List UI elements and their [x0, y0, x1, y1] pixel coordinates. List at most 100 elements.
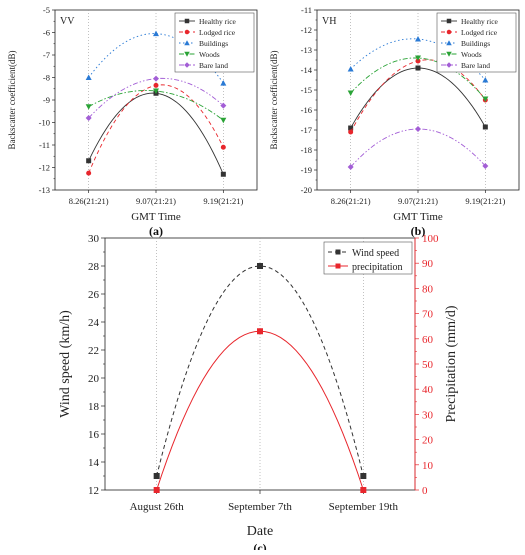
data-point	[347, 90, 354, 96]
data-point	[347, 164, 354, 170]
legend-label: Bare land	[461, 61, 490, 70]
data-point	[153, 82, 159, 88]
x-tick-label: 8.26(21:21)	[331, 196, 371, 206]
x-axis-label: Date	[247, 524, 273, 539]
legend-label: Healthy rice	[461, 17, 499, 26]
legend-label: Buildings	[461, 39, 490, 48]
x-tick-label: 9.07(21:21)	[136, 196, 176, 206]
legend-marker	[446, 62, 452, 68]
legend-marker	[446, 29, 452, 35]
data-point	[153, 75, 159, 82]
y-tick-label: 26	[88, 289, 100, 301]
y-tick-label: 28	[88, 261, 100, 273]
y2-tick-label: 80	[422, 283, 434, 295]
y-tick-label: -5	[43, 5, 50, 15]
data-point	[348, 129, 354, 135]
y-tick-label: -8	[43, 73, 50, 83]
panel-caption: (b)	[411, 224, 426, 238]
y2-tick-label: 90	[422, 258, 434, 270]
legend-label: Lodged rice	[461, 28, 498, 37]
x-tick-label: 8.26(21:21)	[69, 196, 109, 206]
y-axis-label: Backscatter coefficient(dB)	[7, 50, 17, 149]
data-point	[257, 263, 263, 269]
legend-marker	[184, 51, 190, 57]
data-point	[220, 117, 227, 124]
data-point	[153, 30, 159, 37]
y2-tick-label: 40	[422, 384, 434, 396]
panel-tag: VH	[322, 16, 336, 27]
legend-label: Buildings	[199, 39, 228, 48]
x-tick-label: 9.07(21:21)	[398, 196, 438, 206]
y-tick-label: -9	[43, 95, 50, 105]
data-point	[220, 102, 227, 109]
panel-caption: (c)	[253, 541, 266, 550]
y2-tick-label: 100	[422, 233, 439, 245]
y-axis-label: Wind speed (km/h)	[58, 310, 73, 418]
data-point	[482, 77, 489, 83]
x-tick-label: 9.19(21:21)	[465, 196, 505, 206]
y2-tick-label: 10	[422, 460, 434, 472]
y-tick-label: -7	[43, 50, 50, 60]
data-point	[153, 473, 160, 479]
y-tick-label: 12	[88, 485, 99, 497]
series-line	[350, 128, 486, 168]
data-point	[415, 55, 421, 61]
data-point	[347, 66, 354, 72]
y-tick-label: 18	[88, 401, 100, 413]
series-line	[88, 77, 224, 119]
series-line	[156, 265, 364, 477]
y-tick-label: 16	[88, 429, 100, 441]
legend-label: Healthy rice	[199, 17, 237, 26]
legend-marker	[446, 40, 452, 46]
legend-label: Woods	[199, 50, 220, 59]
data-point	[257, 328, 263, 335]
y-tick-label: -17	[301, 125, 312, 135]
data-point	[153, 487, 160, 493]
y-tick-label: -13	[301, 45, 312, 55]
y-tick-label: -11	[301, 5, 312, 15]
data-point	[360, 473, 367, 479]
legend-label: Bare land	[199, 61, 228, 70]
data-point	[220, 144, 226, 150]
legend-marker	[335, 263, 341, 269]
legend-marker	[446, 18, 452, 24]
chart-panel-1: -20 -19 -18 -17 -16 -15 -14 -13 -12 -11 8.26(21:21…	[269, 5, 520, 238]
data-point	[85, 74, 92, 80]
legend-label: Woods	[461, 50, 482, 59]
legend-label: Lodged rice	[199, 28, 236, 37]
y2-tick-label: 60	[422, 334, 434, 346]
data-point	[153, 88, 159, 94]
chart-panel-2: 12 14 16 18 20 22 24 26 28 30 0 10 20 30 40 50 60 70 80 90 1…	[58, 233, 459, 555]
data-point	[415, 36, 421, 42]
legend-box	[323, 241, 413, 275]
y2-tick-label: 30	[422, 409, 434, 421]
y-tick-label: 22	[88, 345, 99, 357]
y-tick-label: -15	[301, 85, 312, 95]
y2-axis-label: Precipitation (mm/d)	[444, 305, 459, 422]
panel-caption: (a)	[149, 224, 163, 238]
legend-marker	[184, 29, 190, 35]
y-tick-label: 20	[88, 373, 100, 385]
x-tick-label: September 7th	[228, 501, 292, 513]
legend-label: precipitation	[352, 262, 403, 273]
data-point	[348, 125, 354, 131]
panel-tag: VV	[60, 16, 75, 27]
y-tick-label: -12	[301, 25, 312, 35]
data-point	[482, 124, 488, 130]
legend-label: Wind speed	[352, 248, 399, 259]
data-point	[85, 115, 92, 121]
data-point	[86, 158, 92, 164]
data-point	[482, 163, 489, 169]
y-tick-label: -19	[301, 165, 312, 175]
data-point	[86, 170, 92, 176]
y-tick-label: -10	[39, 118, 50, 128]
y-tick-label: 30	[88, 233, 100, 245]
legend-marker	[446, 51, 452, 57]
y-tick-label: -16	[301, 105, 312, 115]
y-tick-label: -18	[301, 145, 312, 155]
data-point	[360, 487, 367, 493]
chart-panel-0: -13 -12 -11 -10 -9 -8 -7 -6 -5 8.26(21:21) 9.07(21…	[7, 5, 258, 238]
x-axis-label: GMT Time	[393, 211, 443, 223]
data-point	[415, 126, 421, 132]
